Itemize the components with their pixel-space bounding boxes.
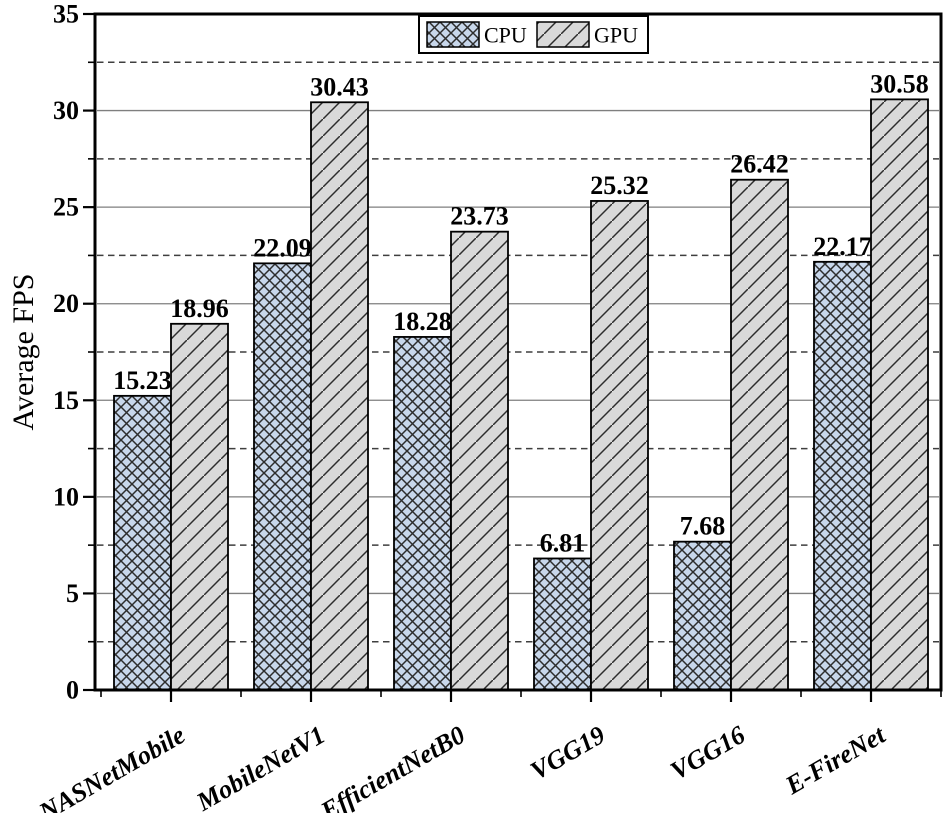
bar-value-label: 7.68 <box>680 512 726 541</box>
x-category-label-E-FireNet: E-FireNet <box>780 720 891 801</box>
bar-value-label: 30.58 <box>870 69 929 98</box>
bar-value-label: 6.81 <box>540 528 586 557</box>
x-category-label-EfficientNetB0: EfficientNetB0 <box>315 720 470 813</box>
y-tick-label: 15 <box>53 386 79 415</box>
y-tick-label: 25 <box>53 193 79 222</box>
x-category-label-NASNetMobile: NASNetMobile <box>33 720 190 813</box>
y-tick-label: 0 <box>66 676 79 705</box>
bar-cpu-VGG19 <box>533 557 592 691</box>
bar-cpu-NASNetMobile <box>113 394 172 691</box>
tick-labels-layer: 0 5 10 15 20 25 30 35 <box>53 0 79 705</box>
legend-swatch-cpu <box>426 21 480 48</box>
y-axis-title: Average FPS <box>7 274 40 431</box>
bar-gpu-VGG16 <box>730 178 789 691</box>
bar-value-label: 15.23 <box>113 366 172 395</box>
bar-gpu-MobileNetV1 <box>310 101 369 691</box>
bar-cpu-MobileNetV1 <box>253 262 312 691</box>
x-category-label-VGG19: VGG19 <box>525 720 610 786</box>
value-labels-layer: 15.23 18.96 22.09 30.43 18.28 23.73 6.81 25.32 7… <box>113 69 929 557</box>
bar-cpu-VGG16 <box>673 540 732 691</box>
y-tick-label: 35 <box>53 0 79 29</box>
bar-gpu-E-FireNet <box>870 98 929 691</box>
bar-value-label: 26.42 <box>730 150 789 179</box>
x-category-label-MobileNetV1: MobileNetV1 <box>191 720 330 813</box>
bar-value-label: 22.09 <box>253 233 312 262</box>
bar-cpu-E-FireNet <box>813 260 872 691</box>
y-tick-label: 30 <box>53 96 79 125</box>
gridlines-layer <box>97 61 939 643</box>
bar-value-label: 22.17 <box>813 232 872 261</box>
bar-value-label: 25.32 <box>590 171 649 200</box>
bar-value-label: 30.43 <box>310 72 369 101</box>
bar-value-label: 18.28 <box>393 307 452 336</box>
x-category-label-VGG16: VGG16 <box>665 720 750 786</box>
y-tick-label: 20 <box>53 289 79 318</box>
bar-cpu-EfficientNetB0 <box>393 336 452 691</box>
bars-layer <box>113 98 929 691</box>
legend-label-cpu: CPU <box>484 23 527 48</box>
legend-label-gpu: GPU <box>594 23 638 48</box>
bar-gpu-EfficientNetB0 <box>450 230 509 691</box>
bar-gpu-VGG19 <box>590 200 649 691</box>
bar-gpu-NASNetMobile <box>170 322 229 691</box>
axes-layer <box>83 12 943 702</box>
bar-value-label: 23.73 <box>450 202 509 231</box>
bar-value-label: 18.96 <box>170 294 229 323</box>
legend-swatch-gpu <box>536 21 590 48</box>
legend: CPU GPU <box>418 15 649 54</box>
y-tick-label: 5 <box>66 579 79 608</box>
y-tick-label: 10 <box>53 482 79 511</box>
